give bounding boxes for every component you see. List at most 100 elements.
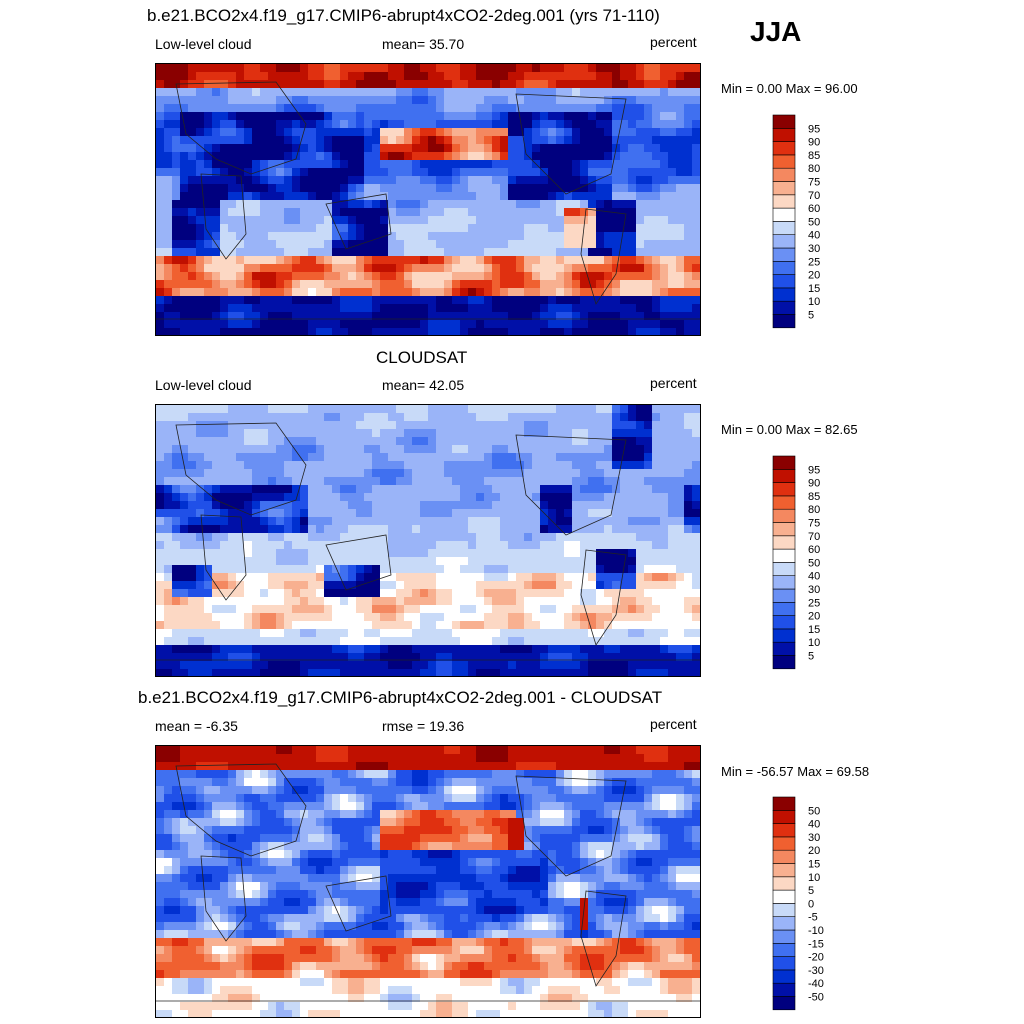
coastline [580,890,627,987]
colorbar-swatch [772,495,796,510]
coastline [200,173,247,260]
coastline [325,534,392,591]
panel-3-rmse-label: rmse = 19.36 [382,718,465,734]
colorbar-swatch [772,482,796,497]
colorbar-tick-label: 15 [808,859,820,871]
colorbar-swatch [772,114,796,129]
colorbar-swatch [772,300,796,315]
colorbar-tick-label: 70 [808,190,820,202]
colorbar-swatch [772,221,796,236]
colorbar-tick-label: 10 [808,872,820,884]
colorbar-swatch [772,916,796,931]
colorbar-swatch [772,943,796,957]
colorbar-swatch [772,287,796,302]
colorbar-swatch [772,602,796,616]
colorbar-tick-label: 5 [808,310,814,322]
panel-2-field [156,405,700,676]
colorbar-swatch [772,261,796,275]
coastline [175,422,307,516]
panel-2-units-label: percent [650,375,697,391]
colorbar-swatch [772,615,796,630]
colorbar-tick-label: 80 [808,504,820,516]
panel-2-minmax-label: Min = 0.00 Max = 82.65 [721,422,858,437]
panel-2-variable-label: Low-level cloud [155,377,252,393]
colorbar-tick-label: -5 [808,912,818,924]
colorbar-swatch [772,154,796,169]
season-label: JJA [750,16,802,47]
coastline [175,81,307,175]
colorbar-tick-label: 15 [808,624,820,636]
colorbar-tick-label: -30 [808,965,824,977]
colorbar-swatch [772,810,796,824]
colorbar-tick-label: 85 [808,150,820,162]
colorbar-swatch [772,982,796,997]
colorbar-tick-label: 90 [808,478,820,490]
panel-1-mean-label: mean= 35.70 [382,36,465,52]
panel-2-map [155,404,701,677]
colorbar-tick-label: -15 [808,938,824,950]
panel-1-variable-label: Low-level cloud [155,36,252,52]
colorbar-tick-label: 40 [808,571,820,583]
colorbar-swatch [772,314,796,329]
colorbar-tick-label: 50 [808,216,820,228]
colorbar-swatch [772,929,796,944]
colorbar-tick-label: 40 [808,230,820,242]
colorbar-swatch [772,823,796,838]
colorbar-tick-label: 95 [808,464,820,476]
colorbar-tick-label: 5 [808,651,814,663]
colorbar-tick-label: 5 [808,885,814,897]
colorbar-tick-label: -50 [808,992,824,1004]
colorbar-tick-label: 20 [808,270,820,282]
colorbar-swatch [772,234,796,249]
colorbar-swatch [772,969,796,984]
colorbar-tick-label: 60 [808,203,820,215]
panel-1-colorbar: 5 10 15 20 25 30 40 50 60 70 75 80 85 90 95 [772,114,853,330]
colorbar-swatch [772,167,796,182]
colorbar-swatch [772,247,796,262]
coastline [580,208,627,305]
panel-1-minmax-label: Min = 0.00 Max = 96.00 [721,81,858,96]
colorbar-tick-label: 50 [808,805,820,817]
panel-3-field [156,746,700,1017]
colorbar-tick-label: -20 [808,952,824,964]
colorbar-swatch [772,849,796,864]
colorbar-tick-label: 75 [808,177,820,189]
coastline [515,775,627,877]
colorbar-tick-label: 80 [808,163,820,175]
colorbar-tick-label: 60 [808,544,820,556]
colorbar-tick-label: 0 [808,898,814,910]
panel-2-title: CLOUDSAT [376,348,468,367]
colorbar-tick-label: 70 [808,531,820,543]
colorbar-tick-label: 25 [808,597,820,609]
panel-1-units-label: percent [650,34,697,50]
coastline [580,549,627,646]
panel-3-title: b.e21.BCO2x4.f19_g17.CMIP6-abrupt4xCO2-2… [138,688,663,707]
colorbar-tick-label: 30 [808,584,820,596]
colorbar-tick-label: 75 [808,518,820,530]
panel-1-title: b.e21.BCO2x4.f19_g17.CMIP6-abrupt4xCO2-2… [147,6,660,25]
panel-3-units-label: percent [650,716,697,732]
panel-2-colorbar: 5 10 15 20 25 30 40 50 60 70 75 80 85 90 95 [772,455,853,671]
colorbar-swatch [772,575,796,590]
colorbar-tick-label: -10 [808,925,824,937]
colorbar-swatch [772,588,796,603]
colorbar-tick-label: 95 [808,123,820,135]
panel-1-field [156,64,700,335]
colorbar-tick-label: 10 [808,296,820,308]
panel-2-mean-label: mean= 42.05 [382,377,465,393]
colorbar-swatch [772,508,796,523]
colorbar-swatch [772,535,796,550]
colorbar-swatch [772,522,796,537]
colorbar-tick-label: 30 [808,243,820,255]
colorbar-swatch [772,194,796,209]
colorbar-tick-label: 40 [808,819,820,831]
colorbar-swatch [772,796,796,811]
colorbar-tick-label: 15 [808,283,820,295]
colorbar-swatch [772,455,796,470]
colorbar-swatch [772,996,796,1011]
colorbar-swatch [772,876,796,891]
coastline [325,193,392,250]
panel-3-colorbar: -50 -40 -30 -20 -15 -10 -5 0 5 10 15 20 30 40 50 [772,796,853,1012]
panel-3-mean-label: mean = -6.35 [155,718,238,734]
colorbar-tick-label: 85 [808,491,820,503]
